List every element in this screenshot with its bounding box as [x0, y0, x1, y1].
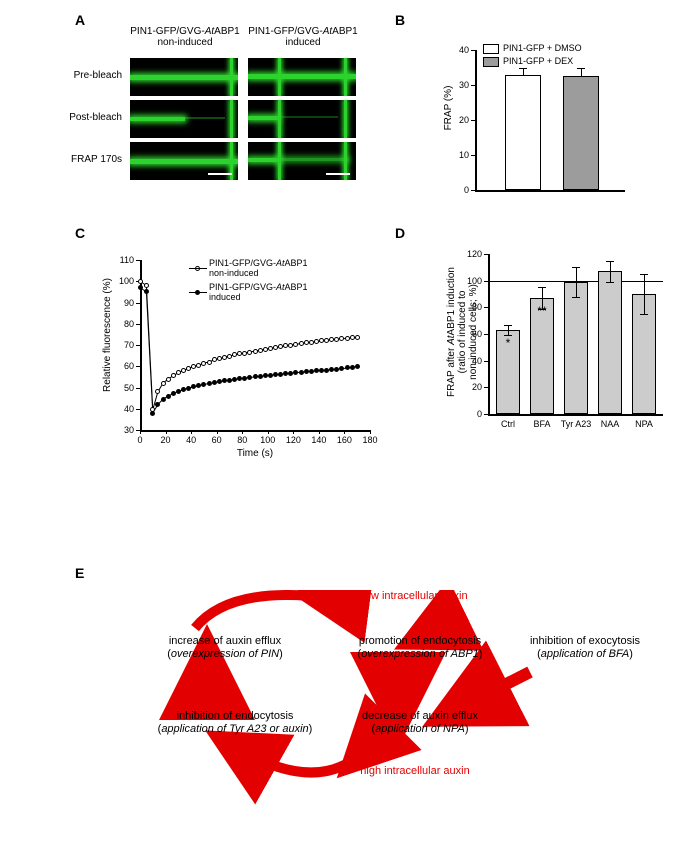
panel-label-b: B: [395, 12, 405, 28]
panel-b-chart: 010203040FRAP (%)PIN1-GFP + DMSOPIN1-GFP…: [445, 40, 610, 200]
panel-a-col1-header: PIN1-GFP/GVG-AtABP1non-induced: [130, 26, 240, 48]
panel-a-col2-header: PIN1-GFP/GVG-AtABP1induced: [248, 26, 358, 48]
panel-a-row2-label: Post-bleach: [52, 112, 122, 123]
panel-a-row1-label: Pre-bleach: [52, 70, 122, 81]
scale-bar-1: [208, 173, 232, 175]
col1-line1: PIN1-GFP/GVG-AtABP1non-induced: [130, 26, 239, 48]
micro-r2c2: [248, 100, 356, 138]
panel-label-e: E: [75, 565, 84, 581]
scale-bar-2: [326, 173, 350, 175]
micro-r3c1: [130, 142, 238, 180]
panel-c-chart: 3040506070809010011002040608010012014016…: [105, 252, 365, 452]
micro-r1c2: [248, 58, 356, 96]
figure-root: A B C D E PIN1-GFP/GVG-AtABP1non-induced…: [0, 0, 680, 850]
panel-d-chart: 020406080100120FRAP after AtABP1 inducti…: [450, 248, 645, 443]
panel-e-diagram: low intracellular auxinpromotion of endo…: [60, 590, 640, 810]
col2-line1: PIN1-GFP/GVG-AtABP1induced: [248, 26, 357, 48]
panel-label-d: D: [395, 225, 405, 241]
panel-a-row3-label: FRAP 170s: [52, 154, 122, 165]
micro-r1c1: [130, 58, 238, 96]
panel-label-a: A: [75, 12, 85, 28]
micro-r2c1: [130, 100, 238, 138]
micro-r3c2: [248, 142, 356, 180]
panel-label-c: C: [75, 225, 85, 241]
